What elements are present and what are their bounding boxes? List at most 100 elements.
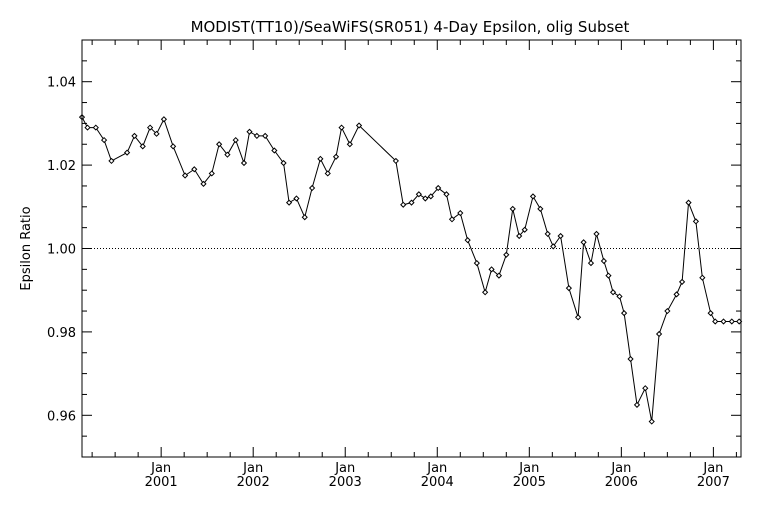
data-point <box>346 141 353 148</box>
data-point <box>123 149 131 156</box>
y-axis-label: Epsilon Ratio <box>19 206 34 290</box>
data-point <box>253 132 260 140</box>
data-point <box>147 124 154 131</box>
data-point <box>673 291 680 298</box>
data-point <box>191 166 198 173</box>
data-point <box>232 136 239 144</box>
data-point <box>415 191 422 198</box>
data-point <box>720 318 727 325</box>
data-point <box>495 272 503 279</box>
data-point <box>262 132 269 140</box>
data-point <box>100 136 108 144</box>
y-tick-label: 1.02 <box>47 159 76 174</box>
x-tick-label-month: Jan <box>518 461 539 476</box>
data-point <box>131 132 138 140</box>
data-point <box>600 257 607 265</box>
data-point <box>208 170 215 177</box>
data-point <box>153 130 160 137</box>
data-point <box>427 193 434 200</box>
data-point <box>529 193 537 200</box>
axis-ticks <box>82 40 741 457</box>
data-point <box>293 195 300 202</box>
data-point <box>692 218 700 225</box>
data-point <box>728 318 735 325</box>
data-point <box>443 191 450 198</box>
data-point <box>392 157 399 165</box>
data-point <box>648 418 655 425</box>
data-point <box>627 355 634 363</box>
data-point <box>246 128 253 135</box>
data-point <box>699 274 706 281</box>
data-point <box>633 401 641 408</box>
data-point <box>92 124 99 131</box>
data-point <box>200 180 207 187</box>
data-point <box>609 289 617 296</box>
data-point <box>482 289 489 296</box>
data-point <box>574 314 582 321</box>
data-point <box>422 195 429 202</box>
data-point <box>457 209 464 217</box>
data-point <box>642 385 649 392</box>
x-tick-label-year: 2006 <box>605 475 638 490</box>
x-tick-label-month: Jan <box>426 461 447 476</box>
data-point <box>224 151 231 158</box>
axis-tick-labels: 0.960.981.001.021.04Jan2001Jan2002Jan200… <box>47 76 730 490</box>
y-tick-label: 1.00 <box>47 243 76 258</box>
data-point <box>621 310 628 317</box>
data-point <box>537 205 544 212</box>
data-point <box>170 143 177 150</box>
y-tick-label: 1.04 <box>47 76 76 91</box>
data-point <box>355 122 363 129</box>
data-point <box>685 199 692 206</box>
data-point <box>593 230 600 238</box>
data-point <box>271 147 278 154</box>
data-point <box>338 124 345 131</box>
data-point <box>280 159 287 167</box>
data-point <box>181 172 189 179</box>
data-points <box>78 114 743 425</box>
data-point <box>464 237 471 244</box>
y-tick-label: 0.96 <box>47 409 76 424</box>
data-point <box>678 278 686 285</box>
data-point <box>516 232 523 240</box>
x-tick-label-year: 2007 <box>697 475 730 490</box>
data-point <box>400 201 407 208</box>
x-tick-label-month: Jan <box>150 461 171 476</box>
data-point <box>616 293 623 300</box>
x-tick-label-year: 2003 <box>329 475 362 490</box>
data-point <box>84 124 91 131</box>
data-point <box>308 184 316 192</box>
data-point <box>139 143 146 150</box>
x-tick-label-month: Jan <box>242 461 263 476</box>
data-point <box>108 157 115 165</box>
x-tick-label-month: Jan <box>610 461 631 476</box>
data-point <box>664 307 671 315</box>
data-point <box>580 239 587 246</box>
x-tick-label-month: Jan <box>334 461 355 476</box>
x-tick-label-month: Jan <box>702 461 723 476</box>
data-point <box>712 318 719 325</box>
x-tick-label-year: 2002 <box>237 475 270 490</box>
chart-title: MODIST(TT10)/SeaWiFS(SR051) 4-Day Epsilo… <box>191 18 630 36</box>
series-line <box>81 116 740 422</box>
plot-area: 0.960.981.001.021.04Jan2001Jan2002Jan200… <box>47 39 743 490</box>
x-tick-label-year: 2005 <box>513 475 546 490</box>
data-point <box>544 230 551 238</box>
data-point <box>285 199 293 206</box>
data-point <box>509 205 516 212</box>
x-tick-label-year: 2004 <box>421 475 454 490</box>
data-point <box>605 272 612 279</box>
data-point <box>565 285 572 292</box>
data-point <box>332 153 340 160</box>
y-tick-label: 0.98 <box>47 326 76 341</box>
data-point <box>408 199 415 206</box>
data-point <box>550 243 557 250</box>
plot-frame <box>81 39 742 458</box>
data-point <box>521 226 528 233</box>
data-point <box>216 141 223 148</box>
data-point <box>503 251 510 258</box>
data-point <box>448 216 456 223</box>
data-point <box>557 232 564 240</box>
data-point <box>324 170 331 177</box>
